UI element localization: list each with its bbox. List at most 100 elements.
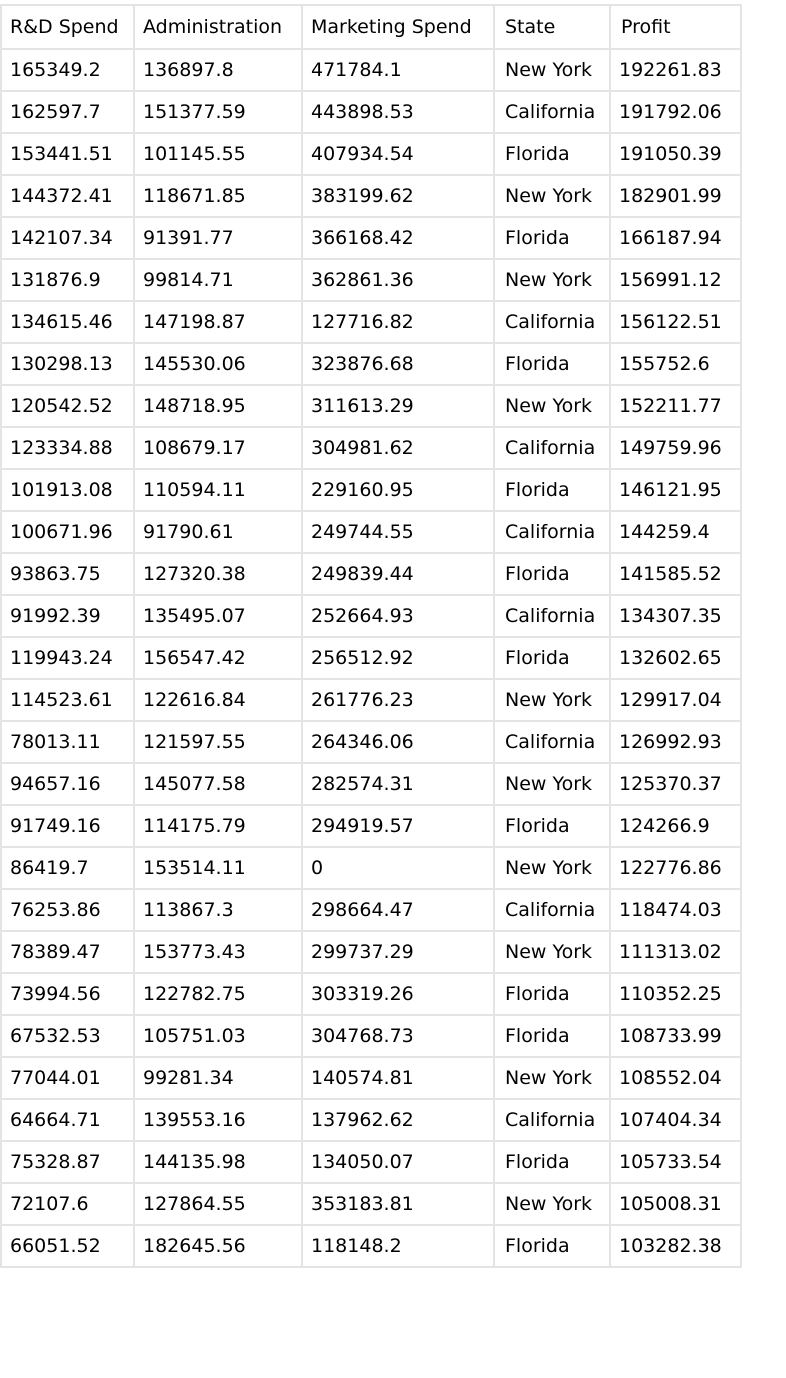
cell-state: Florida [493,132,611,176]
cell-profit: 182901.99 [609,174,742,218]
cell-administration: 153514.11 [133,846,303,890]
cell-rd-spend: 131876.9 [0,258,135,302]
cell-rd-spend: 91749.16 [0,804,135,848]
cell-rd-spend: 119943.24 [0,636,135,680]
table-row: 64664.71 139553.16 137962.62 California 1074… [0,1098,742,1142]
cell-profit: 152211.77 [609,384,742,428]
cell-rd-spend: 142107.34 [0,216,135,260]
table-row: 142107.34 91391.77 366168.42 Florida 166187.… [0,216,742,260]
cell-marketing-spend: 249744.55 [301,510,495,554]
cell-administration: 135495.07 [133,594,303,638]
cell-state: New York [493,1056,611,1100]
data-table: R&D Spend Administration Marketing Spend… [0,4,742,1268]
cell-profit: 129917.04 [609,678,742,722]
cell-marketing-spend: 304768.73 [301,1014,495,1058]
cell-state: Florida [493,804,611,848]
cell-profit: 156122.51 [609,300,742,344]
cell-administration: 151377.59 [133,90,303,134]
cell-marketing-spend: 299737.29 [301,930,495,974]
cell-state: New York [493,174,611,218]
cell-rd-spend: 72107.6 [0,1182,135,1226]
cell-administration: 145530.06 [133,342,303,386]
table-row: 75328.87 144135.98 134050.07 Florida 105733.… [0,1140,742,1184]
cell-rd-spend: 130298.13 [0,342,135,386]
cell-marketing-spend: 304981.62 [301,426,495,470]
table-row: 130298.13 145530.06 323876.68 Florida 155752… [0,342,742,386]
header-administration: Administration [133,4,303,50]
cell-profit: 156991.12 [609,258,742,302]
cell-profit: 134307.35 [609,594,742,638]
cell-rd-spend: 67532.53 [0,1014,135,1058]
cell-administration: 156547.42 [133,636,303,680]
cell-marketing-spend: 118148.2 [301,1224,495,1268]
header-marketing-spend: Marketing Spend [301,4,495,50]
table-row: 77044.01 99281.34 140574.81 New York 108552.… [0,1056,742,1100]
cell-administration: 153773.43 [133,930,303,974]
cell-marketing-spend: 323876.68 [301,342,495,386]
cell-administration: 147198.87 [133,300,303,344]
cell-administration: 99281.34 [133,1056,303,1100]
cell-state: Florida [493,216,611,260]
cell-profit: 141585.52 [609,552,742,596]
cell-marketing-spend: 294919.57 [301,804,495,848]
cell-profit: 166187.94 [609,216,742,260]
cell-profit: 107404.34 [609,1098,742,1142]
cell-rd-spend: 75328.87 [0,1140,135,1184]
table-row: 72107.6 127864.55 353183.81 New York 105008.… [0,1182,742,1226]
cell-marketing-spend: 362861.36 [301,258,495,302]
cell-state: Florida [493,1140,611,1184]
cell-state: Florida [493,552,611,596]
cell-administration: 113867.3 [133,888,303,932]
cell-marketing-spend: 298664.47 [301,888,495,932]
cell-state: New York [493,762,611,806]
cell-administration: 144135.98 [133,1140,303,1184]
cell-state: New York [493,846,611,890]
cell-profit: 125370.37 [609,762,742,806]
cell-profit: 155752.6 [609,342,742,386]
cell-state: Florida [493,972,611,1016]
cell-state: New York [493,48,611,92]
table-row: 131876.9 99814.71 362861.36 New York 156991.… [0,258,742,302]
cell-rd-spend: 123334.88 [0,426,135,470]
cell-profit: 111313.02 [609,930,742,974]
table-row: 94657.16 145077.58 282574.31 New York 125370… [0,762,742,806]
table-row: 144372.41 118671.85 383199.62 New York 18290… [0,174,742,218]
cell-profit: 105733.54 [609,1140,742,1184]
cell-rd-spend: 86419.7 [0,846,135,890]
cell-profit: 103282.38 [609,1224,742,1268]
table-row: 67532.53 105751.03 304768.73 Florida 108733.… [0,1014,742,1058]
cell-administration: 127864.55 [133,1182,303,1226]
cell-profit: 192261.83 [609,48,742,92]
table-row: 93863.75 127320.38 249839.44 Florida 141585.… [0,552,742,596]
cell-rd-spend: 93863.75 [0,552,135,596]
table-row: 119943.24 156547.42 256512.92 Florida 132602… [0,636,742,680]
header-state: State [493,4,611,50]
cell-marketing-spend: 264346.06 [301,720,495,764]
cell-state: California [493,720,611,764]
table-row: 114523.61 122616.84 261776.23 New York 12991… [0,678,742,722]
cell-rd-spend: 162597.7 [0,90,135,134]
cell-marketing-spend: 0 [301,846,495,890]
cell-administration: 136897.8 [133,48,303,92]
cell-administration: 105751.03 [133,1014,303,1058]
table-row: 101913.08 110594.11 229160.95 Florida 146121… [0,468,742,512]
table-row: 165349.2 136897.8 471784.1 New York 192261.8… [0,48,742,92]
cell-state: Florida [493,1224,611,1268]
cell-state: New York [493,678,611,722]
table-row: 78013.11 121597.55 264346.06 California 1269… [0,720,742,764]
cell-marketing-spend: 137962.62 [301,1098,495,1142]
cell-profit: 108552.04 [609,1056,742,1100]
cell-profit: 108733.99 [609,1014,742,1058]
cell-state: California [493,888,611,932]
cell-rd-spend: 77044.01 [0,1056,135,1100]
cell-profit: 144259.4 [609,510,742,554]
cell-marketing-spend: 443898.53 [301,90,495,134]
cell-state: California [493,594,611,638]
cell-marketing-spend: 252664.93 [301,594,495,638]
table-row: 76253.86 113867.3 298664.47 California 11847… [0,888,742,932]
cell-rd-spend: 64664.71 [0,1098,135,1142]
cell-marketing-spend: 471784.1 [301,48,495,92]
cell-administration: 110594.11 [133,468,303,512]
table-row: 86419.7 153514.11 0 New York 122776.86 [0,846,742,890]
table-row: 153441.51 101145.55 407934.54 Florida 191050… [0,132,742,176]
